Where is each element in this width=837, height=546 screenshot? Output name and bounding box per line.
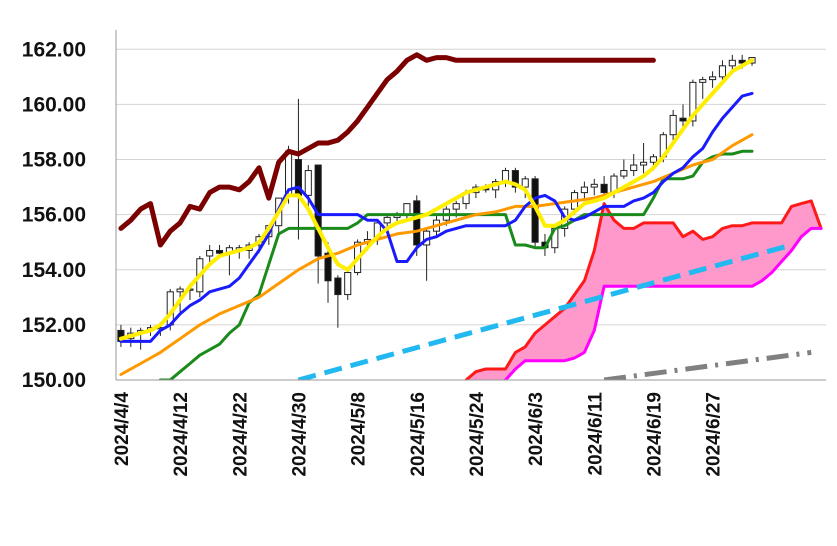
candle-body bbox=[383, 216, 391, 224]
y-tick-label: 158.00 bbox=[22, 149, 86, 172]
x-tick-label: 2024/5/24 bbox=[467, 392, 488, 477]
y-tick-label: 160.00 bbox=[22, 93, 86, 116]
candle-body bbox=[738, 59, 746, 64]
candle bbox=[699, 76, 707, 99]
candle-body bbox=[728, 59, 736, 67]
candle bbox=[620, 159, 628, 179]
series-line-blue bbox=[119, 91, 754, 343]
candle-body bbox=[699, 79, 707, 83]
x-tick-label: 2024/6/3 bbox=[526, 392, 547, 466]
y-tick-label: 156.00 bbox=[22, 204, 86, 227]
candle bbox=[344, 269, 352, 301]
candle-body bbox=[580, 186, 588, 194]
x-tick-label: 2024/5/8 bbox=[349, 392, 370, 466]
axes bbox=[115, 30, 826, 381]
series-line-red bbox=[464, 199, 823, 380]
cloud-fill bbox=[466, 200, 822, 380]
candle-body bbox=[334, 277, 342, 296]
candle-body bbox=[718, 65, 727, 78]
candle-body bbox=[511, 170, 519, 188]
x-axis-tick-labels: 2024/4/4 2024/4/12 2024/4/22 2024/4/30 2024/… bbox=[112, 392, 725, 477]
y-tick-label: 152.00 bbox=[22, 314, 86, 337]
candle-body bbox=[590, 183, 598, 188]
candle bbox=[511, 167, 519, 193]
x-tick-label: 2024/4/30 bbox=[289, 392, 310, 477]
candle-body bbox=[304, 170, 312, 196]
candle bbox=[640, 142, 648, 174]
ichimoku-cloud bbox=[466, 200, 822, 380]
series-line-green bbox=[158, 149, 754, 380]
series-line-orange bbox=[119, 133, 754, 376]
y-tick-label: 150.00 bbox=[22, 369, 86, 392]
candle-body bbox=[689, 81, 697, 122]
candle bbox=[324, 242, 332, 303]
candle bbox=[225, 244, 233, 276]
candle-body bbox=[176, 288, 184, 293]
candle bbox=[590, 178, 598, 196]
candle bbox=[294, 98, 302, 240]
series-line-yellow bbox=[118, 58, 754, 341]
candle-body bbox=[620, 170, 628, 177]
candle-body bbox=[640, 161, 648, 166]
series-line-cyan-trend bbox=[297, 242, 793, 380]
candle-body bbox=[344, 272, 352, 296]
candle bbox=[521, 176, 529, 199]
candle-body bbox=[679, 117, 687, 122]
x-tick-label: 2024/6/11 bbox=[585, 392, 606, 476]
candle-body bbox=[215, 249, 224, 254]
x-tick-label: 2024/4/4 bbox=[112, 392, 133, 466]
series-line-dark-red bbox=[118, 52, 656, 248]
series-line-gray-trend bbox=[603, 349, 812, 380]
candlesticks bbox=[117, 54, 756, 350]
candle bbox=[718, 60, 727, 83]
candle-body bbox=[413, 200, 421, 246]
candle-body bbox=[403, 203, 411, 216]
candle bbox=[117, 324, 125, 347]
x-tick-label: 2024/4/22 bbox=[230, 392, 251, 477]
candle bbox=[580, 181, 588, 199]
y-axis-tick-labels: 150.00 152.00 154.00 156.00 158.00 160.00 162.… bbox=[22, 38, 86, 392]
candle-body bbox=[324, 252, 332, 282]
candle bbox=[709, 71, 717, 88]
candle-body bbox=[206, 249, 214, 257]
candle bbox=[679, 104, 687, 127]
series-line-magenta bbox=[504, 226, 823, 380]
candle-body bbox=[452, 203, 460, 210]
candle bbox=[206, 244, 214, 265]
candle-body bbox=[600, 183, 608, 194]
indicator-lines bbox=[118, 52, 823, 380]
candle bbox=[423, 228, 431, 281]
candle-body bbox=[630, 164, 638, 172]
x-tick-label: 2024/6/27 bbox=[704, 392, 725, 477]
candle-body bbox=[669, 114, 677, 136]
candle-body bbox=[521, 178, 529, 188]
x-tick-label: 2024/4/12 bbox=[171, 392, 192, 477]
candle-body bbox=[649, 156, 657, 163]
candle bbox=[630, 154, 638, 177]
gridlines bbox=[116, 48, 826, 381]
x-tick-label: 2024/6/19 bbox=[644, 392, 665, 477]
x-tick-label: 2024/5/16 bbox=[408, 392, 429, 477]
candle-body bbox=[709, 76, 717, 81]
candle bbox=[669, 109, 677, 143]
candle bbox=[334, 275, 342, 328]
y-tick-label: 154.00 bbox=[22, 259, 86, 282]
y-tick-label: 162.00 bbox=[22, 38, 86, 61]
